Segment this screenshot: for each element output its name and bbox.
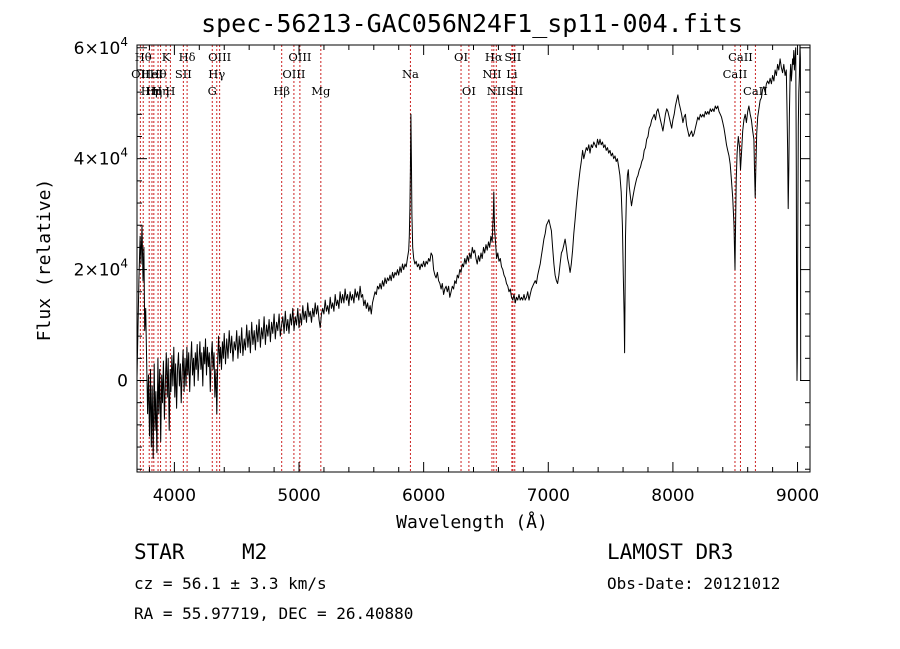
y-axis-ticks: 0 2×104 4×104 6×104 bbox=[74, 35, 810, 470]
x-tick-label: 4000 bbox=[153, 486, 196, 506]
line-marker-label: NII bbox=[487, 84, 506, 98]
redshift-readout: cz = 56.1 ± 3.3 km/s bbox=[134, 574, 327, 593]
line-marker-label: CaII bbox=[728, 50, 753, 64]
object-class: STAR bbox=[134, 540, 185, 564]
line-marker-label: Na bbox=[402, 67, 419, 81]
line-marker-label: K bbox=[162, 50, 171, 64]
line-marker-label: HeI bbox=[141, 67, 162, 81]
line-marker-label: NII bbox=[482, 67, 501, 81]
line-marker-label: SII bbox=[506, 84, 523, 98]
y-tick-label: 0 bbox=[117, 372, 128, 392]
line-marker-label: Hδ bbox=[179, 50, 196, 64]
line-marker-label: Hθ bbox=[150, 67, 167, 81]
line-marker-label: OIII bbox=[208, 50, 231, 64]
emission-line-markers bbox=[139, 45, 756, 472]
line-marker-label: Hβ bbox=[273, 84, 290, 98]
observation-date: Obs-Date: 20121012 bbox=[607, 574, 780, 593]
line-marker-label: Hη bbox=[145, 84, 162, 98]
line-marker-label: Hη bbox=[152, 84, 169, 98]
spectrum-series-line bbox=[136, 44, 802, 459]
y-axis-label: Flux (relative) bbox=[34, 179, 55, 342]
line-marker-label: OI bbox=[462, 84, 476, 98]
line-marker-label: CaII bbox=[723, 67, 748, 81]
survey-name: LAMOST DR3 bbox=[607, 540, 733, 564]
line-marker-label: Hη bbox=[141, 84, 158, 98]
line-marker-label: OIII bbox=[282, 67, 305, 81]
line-marker-label: Hθ bbox=[135, 50, 152, 64]
y-tick-label: 2×104 bbox=[74, 257, 128, 281]
line-marker-label: H bbox=[165, 84, 175, 98]
line-marker-label: OII bbox=[131, 67, 150, 81]
chart-title: spec-56213-GAC056N24F1_sp11-004.fits bbox=[201, 9, 743, 38]
line-marker-label: G bbox=[208, 84, 217, 98]
coordinates-readout: RA = 55.97719, DEC = 26.40880 bbox=[134, 604, 413, 623]
line-marker-label: SII bbox=[175, 67, 192, 81]
line-marker-label: Hγ bbox=[208, 67, 225, 81]
x-tick-label: 8000 bbox=[651, 486, 694, 506]
x-tick-label: 5000 bbox=[277, 486, 320, 506]
plot-frame bbox=[136, 44, 811, 473]
line-marker-label: OI bbox=[454, 50, 468, 64]
x-tick-label: 7000 bbox=[527, 486, 570, 506]
line-marker-label: SII bbox=[504, 50, 521, 64]
x-axis-ticks: 4000 5000 6000 7000 8000 9000 bbox=[148, 45, 819, 506]
line-marker-label: Hα bbox=[485, 50, 503, 64]
line-marker-label: Li bbox=[506, 67, 518, 81]
emission-line-labels: OIIHθHηHηHeIHθHηKHSIIHδGHγOIIIHβOIIIOIII… bbox=[131, 50, 768, 98]
x-tick-label: 6000 bbox=[402, 486, 445, 506]
line-marker-label: CaII bbox=[743, 84, 768, 98]
y-tick-label: 4×104 bbox=[74, 146, 128, 170]
x-axis-label: Wavelength (Å) bbox=[396, 511, 548, 533]
object-subclass: M2 bbox=[242, 540, 267, 564]
line-marker-label: OIII bbox=[288, 50, 311, 64]
line-marker-label: Mg bbox=[311, 84, 331, 98]
x-tick-label: 9000 bbox=[776, 486, 819, 506]
y-tick-label: 6×104 bbox=[74, 35, 128, 59]
